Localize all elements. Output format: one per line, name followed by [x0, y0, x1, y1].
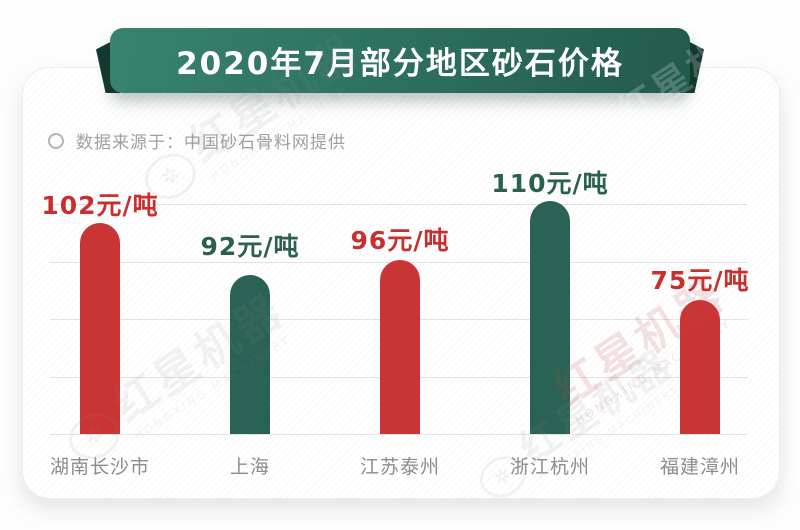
bar-shanghai [230, 275, 270, 434]
circle-bullet-icon [48, 132, 64, 149]
category-label-fujian-zhangzhou: 福建漳州 [659, 456, 740, 478]
gridline [50, 204, 748, 205]
category-label-jiangsu-taizhou: 江苏泰州 [359, 456, 440, 478]
baseline-gridline [50, 434, 748, 435]
data-source-label: 数据来源于：中国砂石骨料网提供 [76, 133, 346, 153]
category-label-shanghai: 上海 [229, 456, 270, 478]
bar-jiangsu-taizhou [380, 260, 420, 434]
page-title: 2020年7月部分地区砂石价格 [176, 46, 624, 82]
value-label-fujian-zhangzhou: 75元/吨 [650, 266, 750, 295]
value-label-jiangsu-taizhou: 96元/吨 [350, 226, 450, 255]
bar-zhejiang-hangzhou [530, 201, 570, 434]
value-label-shanghai: 92元/吨 [200, 232, 300, 261]
bar-hunan-changsha [80, 223, 120, 434]
title-banner: 2020年7月部分地区砂石价格 [110, 28, 690, 93]
data-source-row: 数据来源于：中国砂石骨料网提供 [48, 128, 346, 153]
category-label-zhejiang-hangzhou: 浙江杭州 [509, 456, 590, 478]
bar-fujian-zhangzhou [680, 300, 720, 434]
category-label-hunan-changsha: 湖南长沙市 [49, 456, 150, 478]
value-label-zhejiang-hangzhou: 110元/吨 [491, 169, 609, 198]
value-label-hunan-changsha: 102元/吨 [41, 191, 159, 220]
